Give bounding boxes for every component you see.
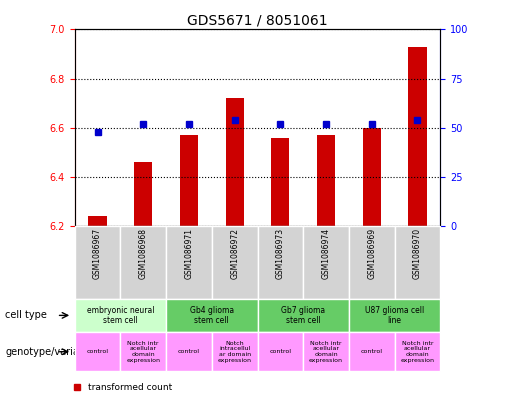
Text: control: control <box>87 349 109 354</box>
Text: control: control <box>269 349 291 354</box>
Text: control: control <box>178 349 200 354</box>
Text: GSM1086967: GSM1086967 <box>93 228 102 279</box>
Text: cell type: cell type <box>5 310 47 320</box>
Text: genotype/variation: genotype/variation <box>5 347 98 357</box>
Bar <box>134 162 152 226</box>
Text: Notch intr
acellular
domain
expression: Notch intr acellular domain expression <box>309 341 343 363</box>
Text: control: control <box>361 349 383 354</box>
Text: Notch intr
acellular
domain
expression: Notch intr acellular domain expression <box>126 341 160 363</box>
Text: GSM1086973: GSM1086973 <box>276 228 285 279</box>
Bar <box>363 128 381 226</box>
Text: U87 glioma cell
line: U87 glioma cell line <box>365 306 424 325</box>
Bar <box>226 98 244 226</box>
Text: Notch
intracellul
ar domain
expression: Notch intracellul ar domain expression <box>218 341 252 363</box>
Bar <box>271 138 289 226</box>
Text: transformed count: transformed count <box>88 383 172 391</box>
Text: GSM1086969: GSM1086969 <box>367 228 376 279</box>
Bar <box>89 216 107 226</box>
Bar <box>180 135 198 226</box>
Bar <box>408 47 426 226</box>
Text: Gb7 glioma
stem cell: Gb7 glioma stem cell <box>281 306 325 325</box>
Text: GDS5671 / 8051061: GDS5671 / 8051061 <box>187 14 328 28</box>
Text: GSM1086972: GSM1086972 <box>230 228 239 279</box>
Text: GSM1086974: GSM1086974 <box>321 228 331 279</box>
Text: Gb4 glioma
stem cell: Gb4 glioma stem cell <box>190 306 234 325</box>
Text: embryonic neural
stem cell: embryonic neural stem cell <box>87 306 154 325</box>
Text: Notch intr
acellular
domain
expression: Notch intr acellular domain expression <box>401 341 435 363</box>
Text: GSM1086970: GSM1086970 <box>413 228 422 279</box>
Text: GSM1086968: GSM1086968 <box>139 228 148 279</box>
Text: GSM1086971: GSM1086971 <box>184 228 194 279</box>
Bar <box>317 135 335 226</box>
